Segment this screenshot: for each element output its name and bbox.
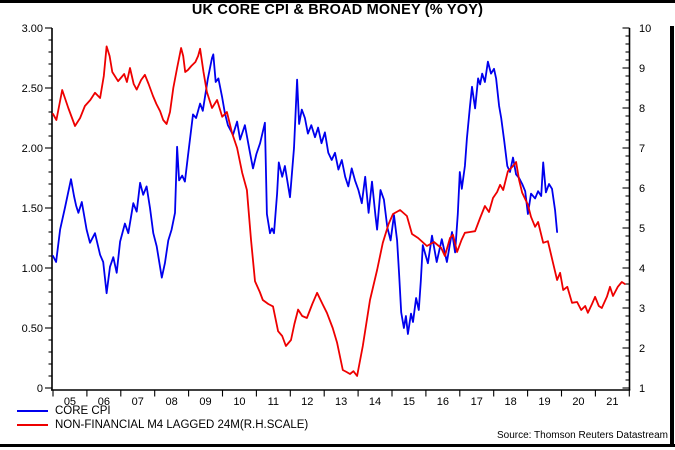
x-axis-year-label: 12 [301,396,313,408]
m4-legend-label: NON-FINANCIAL M4 LAGGED 24M(R.H.SCALE) [55,419,309,431]
right-axis-tick-label: 9 [639,63,645,75]
right-axis-tick-label: 5 [639,223,645,235]
core-cpi-series-line [52,53,558,335]
left-axis-tick-label: 3.00 [22,23,43,35]
right-axis-tick-label: 2 [639,343,645,355]
source-note: Source: Thomson Reuters Datastream [496,430,668,441]
left-axis: 3.00 2.50 2.00 1.50 1.00 0.50 0 [22,23,52,395]
m4-line-swatch [17,424,48,426]
left-axis-tick-label: 1.00 [22,263,43,275]
right-axis-tick-label: 6 [639,183,645,195]
x-axis-year-label: 10 [233,396,245,408]
x-axis-year-label: 11 [268,396,279,408]
x-axis-year-label: 19 [538,396,550,408]
x-axis-year-label: 20 [572,396,584,408]
chart-title: UK CORE CPI & BROAD MONEY (% YOY) [191,2,484,18]
core-cpi-legend-label: CORE CPI [55,405,111,417]
right-axis-tick-label: 8 [639,103,645,115]
frame-right-border [670,26,674,447]
x-axis-year-label: 16 [437,396,449,408]
x-axis-year-label: 08 [166,396,178,408]
frame-bottom-border [0,444,675,447]
right-axis-tick-label: 10 [639,23,651,35]
core-cpi-line-swatch [17,410,48,412]
right-axis-tick-label: 7 [639,143,645,155]
m4-series-line [52,45,626,377]
right-axis-tick-label: 4 [639,263,645,275]
x-axis-year-label: 18 [505,396,517,408]
x-axis: 05 06 07 08 09 10 11 12 13 14 15 16 17 18 19 20 21 [52,390,630,408]
x-axis-year-label: 07 [132,396,144,408]
left-axis-tick-label: 0.50 [22,323,43,335]
x-axis-year-label: 09 [199,396,211,408]
x-axis-year-label: 17 [471,396,483,408]
left-axis-tick-label: 2.50 [22,83,43,95]
x-axis-year-label: 14 [369,396,381,408]
right-axis-tick-label: 1 [639,383,645,395]
x-axis-year-label: 06 [98,396,110,408]
x-axis-year-label: 15 [403,396,415,408]
x-axis-year-label: 21 [606,396,618,408]
left-axis-tick-label: 2.00 [22,143,43,155]
right-axis-tick-label: 3 [639,303,645,315]
x-axis-year-label: 13 [335,396,347,408]
legend-item-core-cpi: CORE CPI [17,404,111,418]
frame-top-border [0,0,675,3]
x-axis-year-label: 05 [64,396,76,408]
left-axis-tick-label: 0 [37,383,43,395]
legend-item-m4: NON-FINANCIAL M4 LAGGED 24M(R.H.SCALE) [17,418,308,432]
right-axis: 10 9 8 7 6 5 4 3 2 1 [622,23,651,395]
left-axis-tick-label: 1.50 [22,203,43,215]
